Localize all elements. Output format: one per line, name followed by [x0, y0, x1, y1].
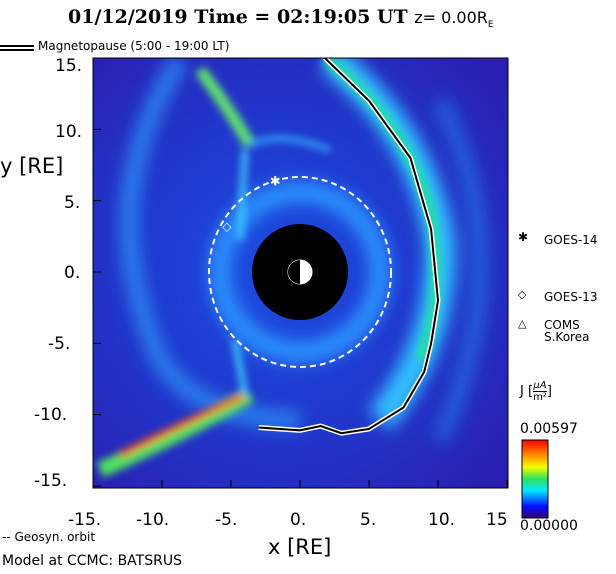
- xtick: -5.: [215, 510, 238, 530]
- xtick: 5.: [360, 510, 377, 530]
- coms-legend-label: COMS S.Korea: [544, 319, 589, 343]
- ytick: 0.: [64, 263, 81, 283]
- colorbar-title: J [μA m²]: [520, 380, 552, 403]
- unit-numerator: μA: [533, 380, 547, 392]
- goes14-legend-symbol: ✱: [518, 230, 529, 244]
- goes14-marker: ✱: [270, 175, 281, 190]
- y-axis-label: y [RE]: [0, 154, 64, 178]
- coms-legend-symbol: △: [518, 317, 527, 330]
- coms-location: S.Korea: [544, 330, 590, 344]
- coms-name: COMS: [544, 318, 580, 332]
- chart-title: 01/12/2019 Time = 02:19:05 UT z= 0.00RE: [68, 6, 494, 30]
- footer-credit: Model at CCMC: BATSRUS: [2, 553, 182, 569]
- geosync-legend: -- Geosyn. orbit: [2, 530, 96, 544]
- z-sub: E: [487, 20, 494, 31]
- ytick: -5.: [48, 334, 71, 354]
- colorbar-max: 0.00597: [520, 421, 578, 437]
- unit-denominator: m²: [533, 392, 547, 403]
- xtick: 10.: [428, 510, 456, 530]
- z-label: z= 0.00R: [414, 8, 488, 27]
- magnetopause-line: [258, 58, 440, 435]
- xtick: 0.: [290, 510, 307, 530]
- heatmap: ✱ ◇: [93, 58, 508, 488]
- xtick: -15.: [68, 510, 102, 530]
- colorbar-label: J: [520, 384, 524, 399]
- x-axis-label: x [RE]: [268, 535, 332, 559]
- ytick: 15.: [55, 56, 83, 76]
- goes14-legend-label: GOES-14: [544, 233, 598, 247]
- ytick: 10.: [55, 122, 83, 142]
- axis-ticks: [92, 57, 508, 488]
- ytick: -10.: [34, 405, 68, 425]
- ytick: 5.: [64, 193, 81, 213]
- magnetopause-legend: Magnetopause (5:00 - 19:00 LT): [38, 39, 230, 53]
- goes13-marker: ◇: [222, 219, 232, 233]
- ytick: -15.: [34, 471, 68, 491]
- geosync-orbit: [208, 176, 392, 368]
- goes13-legend-symbol: ◇: [518, 288, 527, 301]
- date: 01/12/2019: [68, 6, 188, 28]
- colorbar-min: 0.00000: [520, 518, 578, 534]
- colorbar: [521, 439, 549, 519]
- goes13-legend-label: GOES-13: [544, 290, 598, 304]
- xtick: 15: [486, 510, 508, 530]
- time-label: Time = 02:19:05 UT: [194, 6, 408, 28]
- xtick: -10.: [136, 510, 170, 530]
